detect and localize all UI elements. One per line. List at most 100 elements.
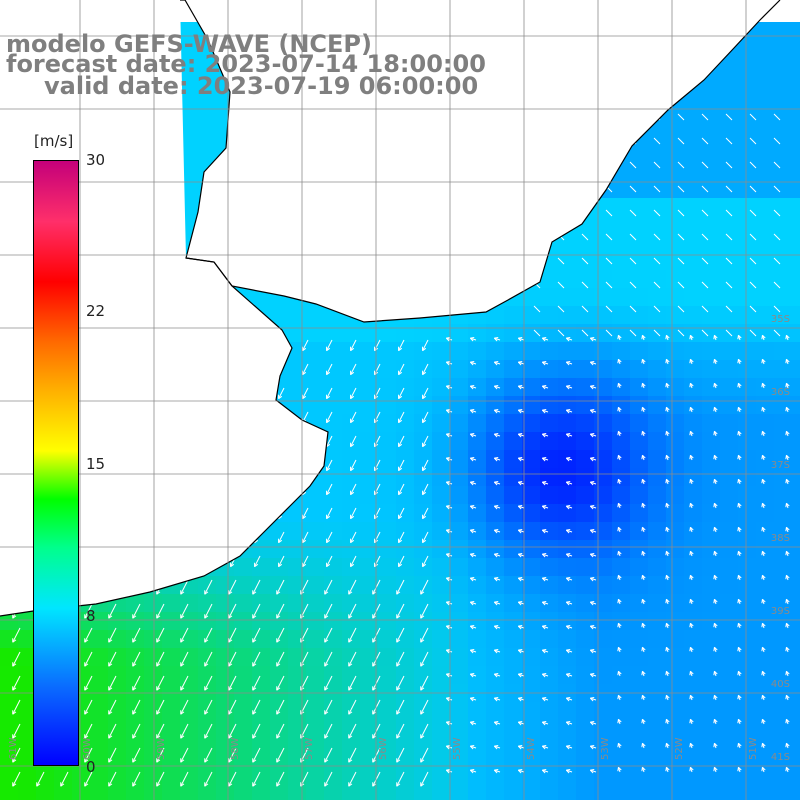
- wind-arrow: [324, 675, 333, 691]
- wind-arrow: [713, 718, 718, 725]
- wind-arrow: [737, 622, 742, 629]
- wind-arrow: [517, 721, 525, 726]
- wind-arrow: [737, 358, 742, 365]
- wind-arrow: [350, 555, 357, 568]
- lon-label: 51W: [748, 737, 759, 760]
- wind-arrow: [204, 603, 213, 619]
- wind-arrow: [276, 651, 285, 667]
- wind-arrow: [653, 209, 661, 217]
- wind-arrow: [761, 598, 766, 605]
- wind-arrow: [689, 742, 694, 749]
- wind-arrow: [517, 769, 525, 774]
- wind-arrow: [469, 553, 477, 558]
- wind-arrow: [725, 161, 733, 169]
- wind-arrow: [761, 718, 766, 725]
- wind-arrow: [422, 363, 429, 376]
- wind-arrow: [469, 505, 477, 510]
- wind-arrow: [517, 433, 525, 438]
- wind-arrow: [396, 579, 405, 595]
- wind-arrow: [493, 745, 501, 750]
- title-forecast-date: forecast date: 2023-07-14 18:00:00: [6, 50, 486, 78]
- wind-arrow: [324, 579, 333, 595]
- wind-arrow: [180, 651, 189, 667]
- wind-arrow: [565, 361, 573, 366]
- lon-label: 57W: [304, 737, 315, 760]
- wind-arrow: [689, 430, 694, 437]
- wind-arrow: [396, 771, 405, 787]
- wind-arrow: [749, 233, 757, 241]
- wind-arrow: [589, 577, 597, 582]
- wind-arrow: [785, 646, 790, 653]
- wind-arrow: [641, 478, 646, 485]
- wind-arrow: [589, 361, 597, 366]
- wind-arrow: [204, 579, 213, 595]
- wind-arrow: [326, 459, 333, 472]
- wind-arrow: [713, 598, 718, 605]
- wind-arrow: [348, 747, 357, 763]
- wind-arrow: [565, 577, 573, 582]
- wind-arrow: [785, 334, 790, 341]
- wind-arrow: [422, 507, 429, 520]
- wind-arrow: [180, 699, 189, 715]
- wind-arrow: [689, 526, 694, 533]
- wind-arrow: [493, 385, 501, 390]
- wind-arrow: [713, 502, 718, 509]
- wind-arrow: [108, 675, 117, 691]
- wind-arrow: [12, 651, 21, 667]
- wind-arrow: [785, 406, 790, 413]
- wind-arrow: [541, 673, 549, 678]
- wind-arrow: [665, 454, 670, 461]
- wind-arrow: [132, 699, 141, 715]
- lat-label: 40S: [771, 679, 790, 690]
- wind-arrow: [689, 406, 694, 413]
- wind-arrow: [565, 337, 573, 342]
- wind-arrow: [653, 233, 661, 241]
- wind-arrow: [641, 742, 646, 749]
- colorbar-label-8: 8: [86, 607, 96, 625]
- wind-arrow: [180, 723, 189, 739]
- colorbar-label-22: 22: [86, 302, 106, 320]
- wind-arrow: [713, 550, 718, 557]
- wind-arrow: [517, 409, 525, 414]
- wind-arrow: [665, 670, 670, 677]
- wind-arrow: [228, 747, 237, 763]
- wind-arrow: [204, 771, 213, 787]
- wind-arrow: [641, 694, 646, 701]
- wind-arrow: [653, 161, 661, 169]
- wind-arrow: [641, 454, 646, 461]
- wind-arrow: [326, 483, 333, 496]
- wind-arrow: [677, 137, 685, 145]
- wind-arrow: [617, 550, 622, 557]
- wind-arrow: [677, 161, 685, 169]
- wind-arrow: [445, 697, 453, 702]
- wind-arrow: [565, 553, 573, 558]
- wind-arrow: [617, 574, 622, 581]
- wind-arrow: [445, 601, 453, 606]
- wind-arrow: [445, 553, 453, 558]
- wind-arrow: [565, 625, 573, 630]
- wind-arrow: [84, 699, 93, 715]
- wind-arrow: [420, 771, 429, 787]
- wind-arrow: [469, 769, 477, 774]
- wind-arrow: [629, 305, 637, 313]
- wind-arrow: [785, 598, 790, 605]
- wind-arrow: [725, 233, 733, 241]
- wind-arrow: [761, 454, 766, 461]
- wind-arrow: [493, 769, 501, 774]
- wind-arrow: [725, 257, 733, 265]
- wind-arrow: [252, 651, 261, 667]
- wind-arrow: [589, 505, 597, 510]
- wind-arrow: [420, 699, 429, 715]
- wind-arrow: [493, 433, 501, 438]
- wind-arrow: [773, 257, 781, 265]
- wind-arrow: [541, 337, 549, 342]
- colorbar-label-0: 0: [86, 758, 96, 776]
- wind-arrow: [445, 385, 453, 390]
- wind-arrow: [653, 257, 661, 265]
- wind-arrow: [326, 531, 333, 544]
- wind-arrow: [641, 358, 646, 365]
- wind-arrow: [422, 411, 429, 424]
- wind-arrow: [761, 550, 766, 557]
- wind-arrow: [617, 358, 622, 365]
